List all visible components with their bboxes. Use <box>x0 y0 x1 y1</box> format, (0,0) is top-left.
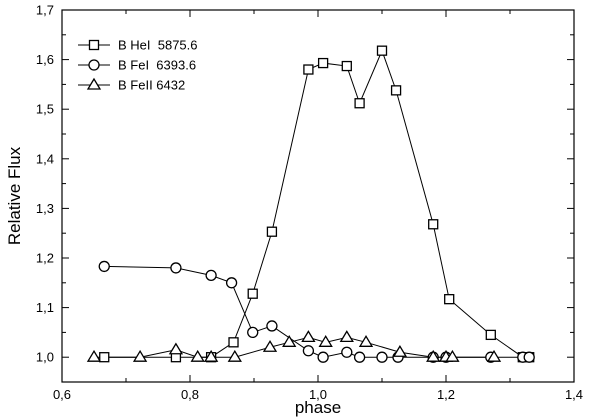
y-tick-label: 1,4 <box>36 151 54 166</box>
data-point-triangle <box>318 335 333 347</box>
data-point-triangle <box>190 349 205 362</box>
data-point-triangle <box>392 344 408 357</box>
data-point-square <box>303 64 314 75</box>
data-point-square <box>228 337 239 348</box>
data-point-square <box>390 85 402 96</box>
data-point-circle <box>98 260 110 273</box>
data-point-triangle <box>168 342 184 355</box>
data-point-circle <box>205 269 217 282</box>
data-point-triangle <box>358 335 374 347</box>
x-tick-label: 0,6 <box>53 387 71 402</box>
legend-marker-circle <box>88 59 100 71</box>
series-line-square <box>104 49 530 358</box>
data-point-circle <box>302 345 315 357</box>
data-point-triangle <box>262 340 278 352</box>
data-point-circle <box>353 351 366 363</box>
y-tick-label: 1,0 <box>36 350 54 365</box>
data-point-circle <box>247 326 259 339</box>
legend-label: B FeI 6393.6 <box>118 58 196 73</box>
y-tick-label: 1,6 <box>36 52 54 67</box>
data-point-square <box>376 45 388 56</box>
legend-item: B HeI 5875.6 <box>78 38 198 53</box>
data-point-circle <box>225 277 238 289</box>
series-line-circle <box>104 265 530 358</box>
legend-item: B FeII 6432 <box>78 78 185 93</box>
data-point-triangle <box>282 335 297 347</box>
data-point-triangle <box>486 349 502 362</box>
x-tick-label: 0,8 <box>181 387 199 402</box>
data-point-circle <box>376 351 388 363</box>
y-tick-label: 1,1 <box>36 300 54 315</box>
x-tick-label: 1,0 <box>309 387 327 402</box>
data-point-circle <box>523 351 535 363</box>
x-tick-label: 1,2 <box>437 387 455 402</box>
data-point-circle <box>170 262 182 274</box>
data-point-square <box>99 352 110 363</box>
data-point-square <box>341 60 352 72</box>
legend-marker-square <box>88 39 100 51</box>
x-tick-label: 1,4 <box>565 387 583 402</box>
data-point-circle <box>266 320 278 332</box>
data-point-square <box>444 294 455 305</box>
data-point-triangle <box>227 349 242 362</box>
y-axis-title: Relative Flux <box>5 146 24 245</box>
data-point-triangle <box>203 349 219 362</box>
data-point-square <box>428 219 439 230</box>
data-point-square <box>266 226 278 237</box>
data-point-square <box>247 288 258 299</box>
data-point-triangle <box>132 349 148 362</box>
legend-label: B HeI 5875.6 <box>118 38 198 53</box>
data-point-square <box>317 57 329 69</box>
data-point-square <box>485 329 496 341</box>
legend: B HeI 5875.6 B FeI 6393.6 B FeII 6432 <box>78 38 198 93</box>
legend-label: B FeII 6432 <box>118 78 185 93</box>
data-point-circle <box>317 351 329 363</box>
series-markers <box>86 45 535 363</box>
data-point-triangle <box>86 349 102 362</box>
x-axis-title: phase <box>295 398 341 417</box>
data-point-triangle <box>301 330 316 343</box>
legend-item: B FeI 6393.6 <box>78 58 196 73</box>
data-point-triangle <box>445 349 460 362</box>
data-point-circle <box>341 346 353 358</box>
y-tick-label: 1,3 <box>36 201 54 216</box>
series-lines <box>94 49 530 358</box>
data-point-triangle <box>339 330 354 343</box>
y-tick-label: 1,7 <box>36 3 54 18</box>
legend-marker-triangle <box>86 77 102 90</box>
data-point-triangle <box>426 349 441 362</box>
y-tick-label: 1,2 <box>36 251 54 266</box>
data-point-square <box>354 98 365 109</box>
axis-ticks: 0,6 0,8 1,0 1,2 1,4 1,0 1,1 1,2 1,3 1,4 1,5 1,6 1,7 <box>36 3 583 403</box>
y-tick-label: 1,5 <box>36 102 54 117</box>
